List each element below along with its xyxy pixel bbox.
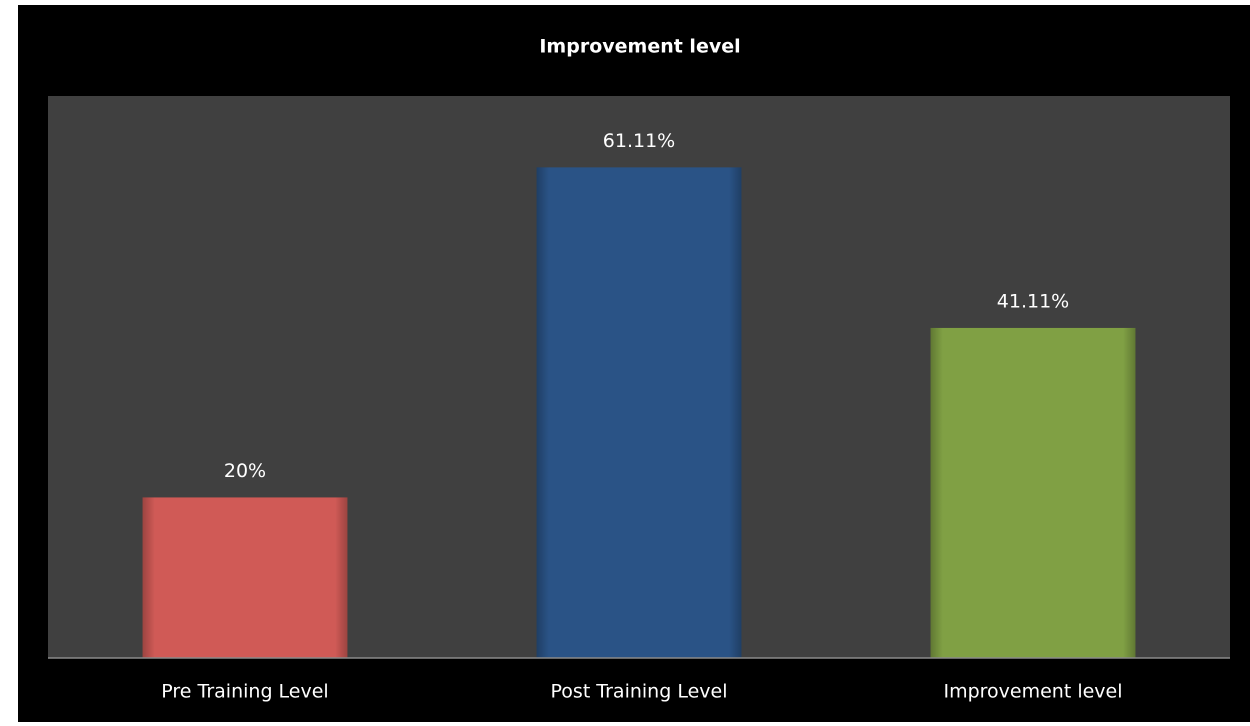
x-tick-label: Improvement level — [943, 681, 1122, 703]
bar-shade — [930, 327, 1136, 658]
value-label: 20% — [224, 460, 266, 482]
bar-shade — [536, 167, 742, 658]
chart-title: Improvement level — [539, 36, 740, 58]
x-tick-label: Post Training Level — [551, 681, 728, 703]
value-label: 61.11% — [603, 130, 675, 152]
value-label: 41.11% — [997, 290, 1069, 312]
bar-shade — [142, 497, 348, 658]
x-tick-label: Pre Training Level — [161, 681, 328, 703]
